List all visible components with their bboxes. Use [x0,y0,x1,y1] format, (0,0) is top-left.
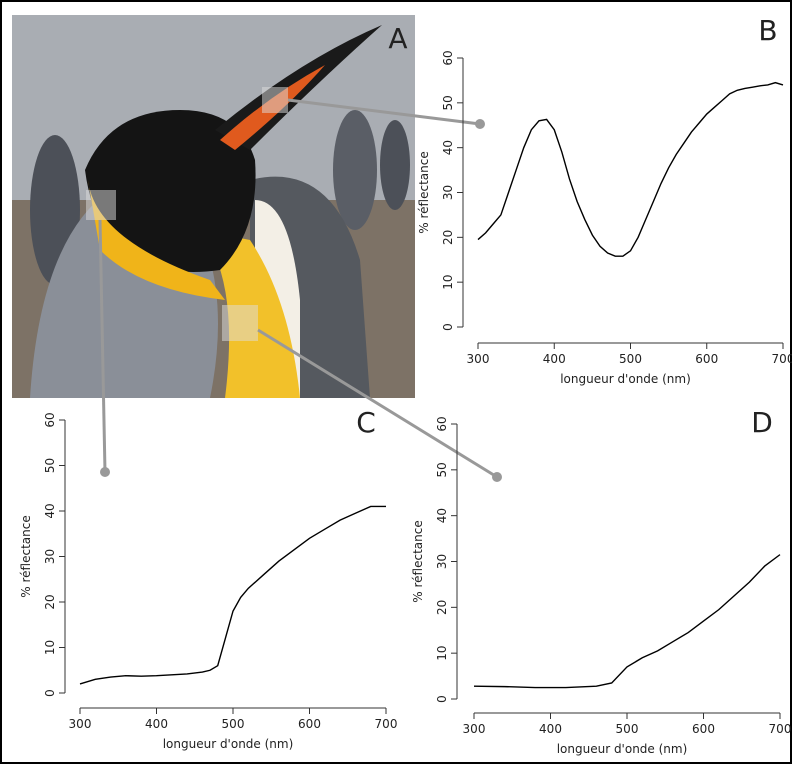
y-tick-label: 40 [441,140,455,155]
panel-label: C [356,406,376,439]
x-tick-label: 700 [375,717,398,731]
x-tick-label: 400 [539,722,562,736]
x-axis-label: longueur d'onde (nm) [557,742,688,756]
panel-label: A [388,22,407,55]
x-tick-label: 700 [772,352,792,366]
x-tick-label: 600 [298,717,321,731]
x-tick-label: 400 [543,352,566,366]
y-axis-label: % réflectance [417,151,431,233]
y-tick-label: 40 [43,503,57,518]
x-tick-label: 500 [616,722,639,736]
y-tick-label: 0 [435,695,449,703]
x-tick-label: 300 [69,717,92,731]
y-axis-label: % réflectance [411,520,425,602]
photo [12,15,415,398]
y-tick-label: 60 [43,412,57,427]
line-series [473,554,781,689]
y-tick-label: 10 [441,275,455,290]
panel-label: B [758,14,777,47]
x-axis-label: longueur d'onde (nm) [560,372,691,386]
y-axis-label: % réflectance [19,515,33,597]
y-tick-label: 40 [435,508,449,523]
y-tick-label: 50 [43,458,57,473]
x-tick-label: 700 [769,722,792,736]
y-tick-label: 0 [43,689,57,697]
y-tick-label: 10 [43,640,57,655]
y-tick-label: 60 [435,416,449,431]
y-tick-label: 50 [435,462,449,477]
line-series [79,505,386,685]
y-tick-label: 60 [441,50,455,65]
x-tick-label: 500 [619,352,642,366]
y-tick-label: 0 [441,323,455,331]
y-tick-label: 20 [435,600,449,615]
line-series [477,81,784,257]
x-tick-label: 300 [463,722,486,736]
x-tick-label: 600 [692,722,715,736]
y-tick-label: 20 [441,230,455,245]
panel-label: D [751,406,773,439]
x-tick-label: 400 [145,717,168,731]
x-tick-label: 500 [222,717,245,731]
y-tick-label: 50 [441,95,455,110]
x-tick-label: 300 [467,352,490,366]
y-tick-label: 20 [43,594,57,609]
y-tick-label: 30 [441,185,455,200]
x-axis-label: longueur d'onde (nm) [163,737,294,751]
y-tick-label: 10 [435,646,449,661]
x-tick-label: 600 [695,352,718,366]
y-tick-label: 30 [435,554,449,569]
y-tick-label: 30 [43,549,57,564]
